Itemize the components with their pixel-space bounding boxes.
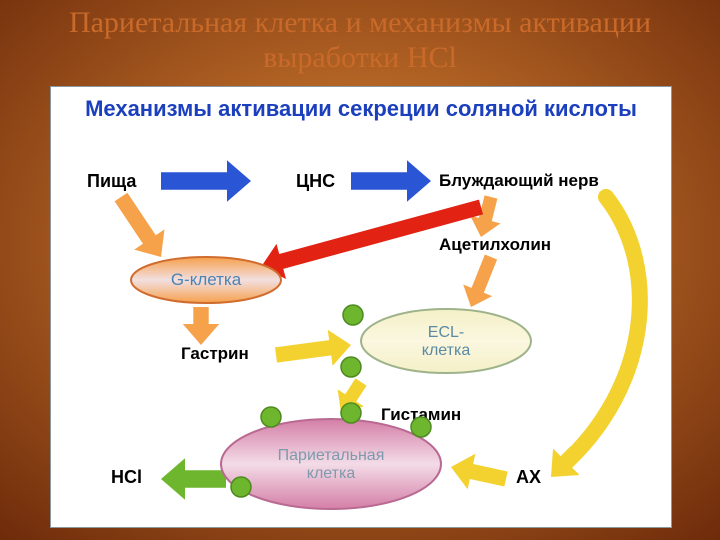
diagram-panel: Механизмы активации секреции соляной кис… <box>50 86 672 528</box>
arrow-orange-1 <box>183 307 219 345</box>
node-parietal-cell-label: Париетальная <box>278 447 385 464</box>
arrow-blue-0 <box>161 160 251 202</box>
receptor-dot-0 <box>343 305 363 325</box>
arrow-blue-1 <box>351 160 431 202</box>
arrow-yellow-2 <box>451 454 508 490</box>
arrow-green-0 <box>161 458 226 500</box>
slide-title: Париетальная клетка и механизмы активаци… <box>0 6 720 75</box>
receptor-dot-3 <box>341 403 361 423</box>
node-ecl-cell <box>361 309 531 373</box>
receptor-dot-2 <box>261 407 281 427</box>
arrow-orange-0 <box>115 193 165 257</box>
node-parietal-cell <box>221 419 441 509</box>
diagram-svg: G-клеткаECL-клеткаПариетальнаяклетка <box>51 87 671 527</box>
receptor-dot-4 <box>411 417 431 437</box>
node-ecl-cell-label: клетка <box>422 342 471 359</box>
arrow-yellow-0 <box>275 330 351 366</box>
node-ecl-cell-label: ECL- <box>428 324 464 341</box>
receptor-dot-1 <box>341 357 361 377</box>
node-parietal-cell-label: клетка <box>307 465 356 482</box>
arrow-orange-3 <box>463 255 497 307</box>
node-g-cell-label: G-клетка <box>171 270 242 289</box>
receptor-dot-5 <box>231 477 251 497</box>
arrow-red-0 <box>261 200 483 279</box>
arrow-yellow-curve <box>561 197 640 467</box>
